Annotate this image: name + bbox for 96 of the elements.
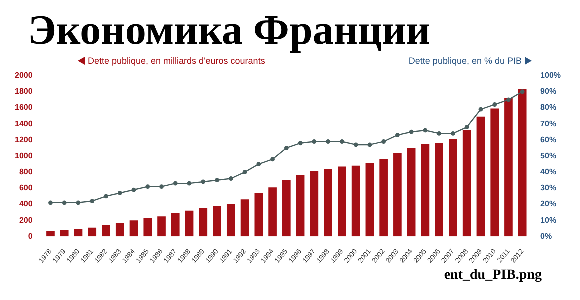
bar bbox=[518, 89, 527, 237]
bar bbox=[407, 148, 416, 237]
bar bbox=[324, 169, 332, 237]
y-tick-label: 1200 bbox=[15, 135, 34, 144]
point bbox=[451, 132, 456, 136]
y-tick-label: 1000 bbox=[15, 151, 34, 160]
point bbox=[201, 180, 206, 184]
bar bbox=[366, 163, 374, 237]
y2-tick-label: 0% bbox=[540, 232, 552, 241]
point bbox=[104, 194, 108, 199]
bar bbox=[144, 218, 152, 237]
point bbox=[395, 133, 400, 138]
bar bbox=[490, 108, 500, 237]
point bbox=[146, 184, 150, 189]
text: ent_du_PIB.png bbox=[443, 268, 543, 284]
point bbox=[423, 128, 428, 133]
y-tick-label: 400 bbox=[19, 200, 34, 209]
bar bbox=[240, 200, 250, 237]
bar bbox=[338, 166, 346, 237]
bar bbox=[60, 230, 69, 237]
point bbox=[242, 170, 248, 175]
point bbox=[132, 188, 136, 192]
y-tick-label: 800 bbox=[19, 168, 34, 177]
y2-tick-label: 60% bbox=[540, 135, 557, 144]
chart-title: Экономика Франции bbox=[27, 8, 432, 54]
point bbox=[90, 199, 95, 204]
y2-tick-label: 40% bbox=[540, 168, 557, 177]
y-tick-label: 1800 bbox=[15, 87, 34, 96]
point bbox=[382, 140, 386, 144]
point bbox=[228, 176, 234, 181]
y2-tick-label: 30% bbox=[540, 184, 557, 193]
bar bbox=[116, 223, 124, 237]
point bbox=[326, 140, 331, 144]
bar bbox=[268, 188, 277, 237]
y2-axis-title: Dette publique, en % du PIB bbox=[408, 56, 522, 66]
bar bbox=[421, 144, 430, 237]
point bbox=[76, 200, 81, 206]
bar bbox=[213, 206, 222, 237]
point bbox=[256, 162, 262, 166]
bar bbox=[74, 229, 83, 237]
point bbox=[312, 140, 317, 144]
bar bbox=[282, 180, 291, 237]
bar bbox=[130, 220, 138, 237]
bar bbox=[449, 139, 458, 237]
point bbox=[270, 157, 275, 162]
bar bbox=[310, 172, 319, 237]
point bbox=[464, 125, 470, 130]
bar bbox=[102, 225, 110, 237]
point bbox=[215, 178, 220, 183]
point bbox=[118, 191, 122, 196]
point bbox=[520, 90, 525, 94]
point bbox=[492, 102, 498, 107]
bar bbox=[394, 153, 402, 237]
point bbox=[354, 142, 358, 148]
bar bbox=[296, 176, 305, 237]
y-tick-label: 2000 bbox=[15, 71, 34, 80]
point bbox=[160, 184, 164, 189]
point bbox=[173, 181, 178, 186]
bar bbox=[226, 204, 236, 237]
y-tick-label: 1400 bbox=[15, 119, 34, 128]
point bbox=[437, 132, 442, 136]
y2-tick-label: 10% bbox=[540, 216, 557, 225]
bar bbox=[435, 143, 444, 237]
bar bbox=[504, 98, 513, 237]
y2-tick-label: 80% bbox=[540, 103, 557, 112]
bar bbox=[171, 213, 180, 237]
point bbox=[506, 98, 511, 102]
y-tick-label: 0 bbox=[28, 232, 34, 241]
bar bbox=[254, 193, 264, 237]
point bbox=[340, 140, 344, 144]
y-tick-label: 1600 bbox=[15, 103, 34, 112]
point bbox=[298, 141, 303, 146]
bar bbox=[352, 166, 360, 237]
y2-tick-label: 90% bbox=[540, 87, 557, 96]
y2-tick-label: 50% bbox=[540, 151, 557, 160]
bar bbox=[46, 231, 55, 237]
bar bbox=[199, 208, 208, 237]
bar bbox=[462, 130, 472, 237]
bar bbox=[88, 228, 97, 237]
y-tick-label: 600 bbox=[19, 184, 34, 193]
y2-tick-label: 100% bbox=[540, 71, 562, 80]
bar bbox=[380, 159, 388, 237]
bar bbox=[158, 216, 166, 237]
point bbox=[187, 181, 192, 186]
y-tick-label: 200 bbox=[19, 216, 34, 225]
point bbox=[48, 200, 53, 206]
point bbox=[284, 146, 289, 150]
y2-tick-label: 70% bbox=[540, 119, 557, 128]
y-axis-title: Dette publique, en milliards d'euros courants bbox=[88, 56, 266, 66]
bar bbox=[185, 210, 194, 237]
point bbox=[409, 130, 414, 134]
y2-tick-label: 20% bbox=[540, 200, 557, 209]
point bbox=[478, 107, 484, 112]
point bbox=[368, 142, 372, 148]
point bbox=[62, 200, 67, 206]
bar bbox=[476, 116, 486, 237]
